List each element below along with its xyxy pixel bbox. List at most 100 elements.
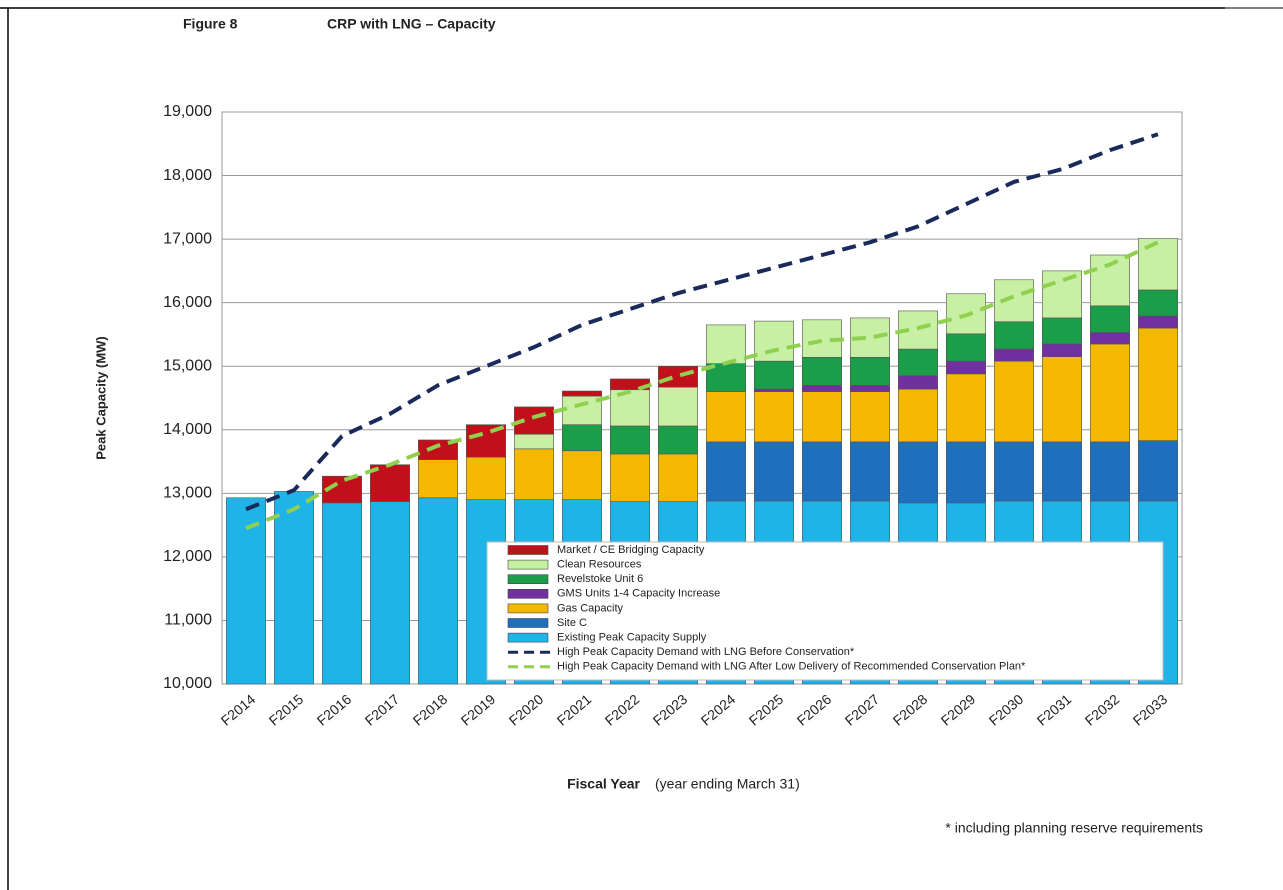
bar-segment [466,456,506,500]
x-tick-label: F2029 [938,691,979,729]
bar-segment [898,441,938,504]
bar-segment [754,320,794,362]
x-tick-label: F2028 [890,691,931,729]
bar-segment [1042,441,1082,502]
bar-segment [562,424,602,452]
x-axis-label-note: (year ending March 31) [655,776,800,792]
legend-label: High Peak Capacity Demand with LNG After… [557,661,1026,673]
legend-swatch [507,559,549,570]
bar-segment [514,448,554,500]
legend-box [486,541,1164,681]
legend-label: Site C [557,617,587,629]
demand-line [245,132,1159,512]
x-tick-label: F2019 [458,691,499,729]
bar-segment [1042,270,1082,319]
bar-segment [610,453,650,502]
bar-segment [946,360,986,375]
y-tick-label: 17,000 [163,230,212,247]
y-tick-label: 11,000 [164,612,212,629]
x-tick-label: F2027 [842,691,883,729]
bar-segment [1090,441,1130,502]
legend-label: High Peak Capacity Demand with LNG Befor… [557,646,855,658]
bar-segment [850,384,890,392]
bar-segment [610,425,650,455]
legend-swatch [507,588,549,599]
bar-segment [850,357,890,386]
bar-segment [898,375,938,390]
bar-segment [754,391,794,443]
bar-segment [946,441,986,504]
bar-segment [658,453,698,502]
y-tick-label: 18,000 [163,167,212,184]
bar-segment [1138,327,1178,441]
x-tick-label: F2031 [1034,691,1075,729]
bar-segment [1090,305,1130,333]
bar-segment [802,391,842,443]
bar-segment [1090,343,1130,443]
y-tick-label: 10,000 [163,675,212,692]
x-tick-label: F2014 [218,691,259,729]
bar-segment [706,441,746,502]
bar-segment [706,324,746,364]
bar-segment [802,357,842,386]
y-tick-label: 12,000 [163,548,212,565]
bar-segment [802,441,842,502]
bar-segment [562,450,602,500]
x-tick-label: F2017 [362,691,403,729]
x-tick-label: F2033 [1130,691,1171,729]
bar-segment [994,360,1034,443]
bar-segment [1138,315,1178,329]
bar-segment [514,433,554,450]
bar-segment [802,384,842,392]
bar-segment [418,459,458,499]
bar-segment [658,365,698,388]
bar-segment [994,441,1034,502]
legend-swatch [507,618,549,628]
bar-segment [850,391,890,443]
x-tick-label: F2032 [1082,691,1123,729]
bar-segment [514,406,554,435]
x-tick-label: F2015 [266,691,307,729]
x-tick-label: F2020 [506,691,547,729]
bar-segment [1138,289,1178,317]
bar-segment [1042,356,1082,443]
bar-segment [850,441,890,502]
bar-segment [1042,317,1082,345]
legend-swatch [507,545,549,555]
legend-label: Existing Peak Capacity Supply [557,632,707,644]
y-tick-label: 19,000 [163,103,212,120]
legend-label: GMS Units 1-4 Capacity Increase [557,588,720,600]
bar-segment [562,395,602,425]
bar-segment [418,497,458,685]
x-tick-label: F2030 [986,691,1027,729]
x-tick-label: F2021 [554,691,595,729]
legend-label: Market / CE Bridging Capacity [557,544,705,556]
bar-segment [418,439,458,460]
footnote: * including planning reserve requirement… [945,820,1203,836]
bar-segment [994,348,1034,362]
bar-segment [1138,238,1178,291]
bar-segment [754,441,794,502]
bar-segment [1090,332,1130,345]
bar-segment [274,491,314,685]
legend-swatch [507,574,549,585]
bar-segment [1042,343,1082,357]
y-tick-label: 13,000 [163,485,212,502]
bar-segment [898,388,938,443]
bar-segment [754,360,794,390]
x-tick-label: F2018 [410,691,451,729]
legend-label: Clean Resources [557,559,642,571]
bar-segment [322,502,362,685]
y-axis-label: Peak Capacity (MW) [93,336,108,460]
bar-segment [994,321,1034,350]
legend-label: Revelstoke Unit 6 [557,573,643,585]
bar-segment [370,501,410,685]
bar-segment [754,388,794,392]
bar-segment [610,389,650,427]
y-tick-label: 16,000 [163,294,212,311]
bar-segment [1138,440,1178,502]
x-tick-label: F2016 [314,691,355,729]
x-tick-label: F2024 [698,691,739,729]
bar-segment [706,391,746,443]
